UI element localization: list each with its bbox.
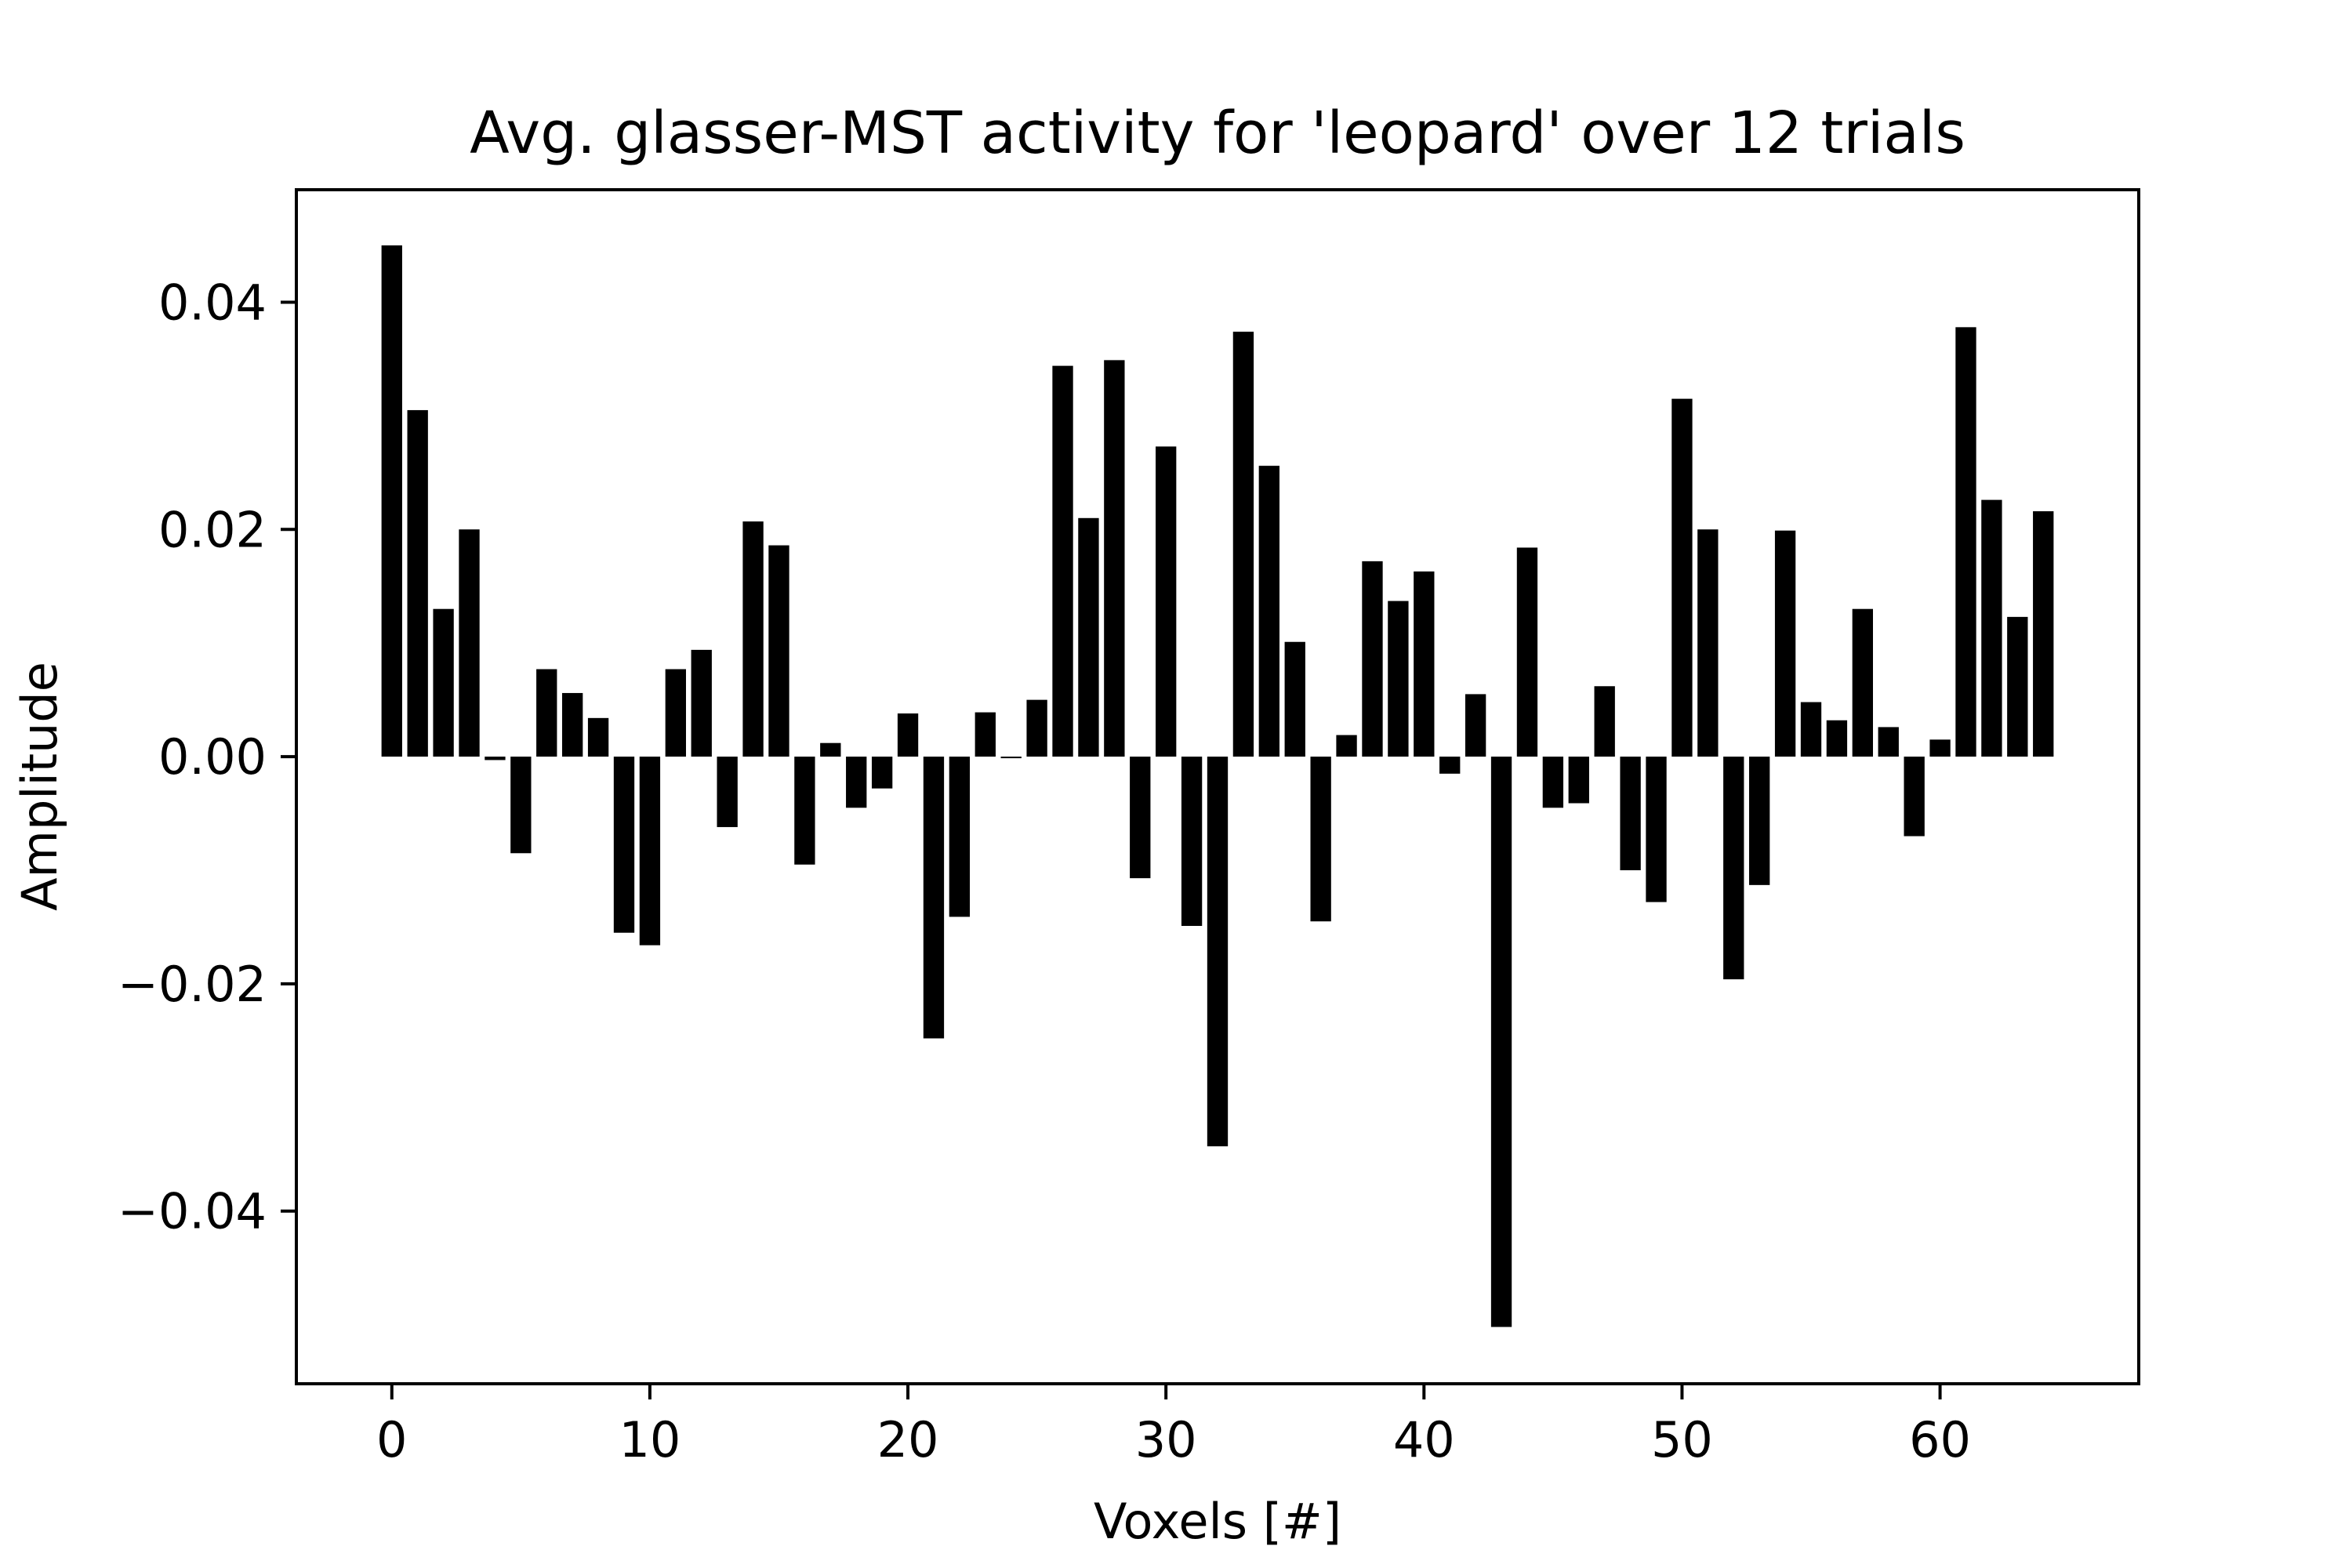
bar-voxel-46 bbox=[1568, 757, 1589, 804]
bar-voxel-52 bbox=[1723, 757, 1744, 980]
bar-voxel-45 bbox=[1542, 757, 1564, 808]
y-tick-label: 0.00 bbox=[158, 728, 267, 786]
x-axis-ticks: 0 10 20 30 40 50 60 bbox=[376, 1384, 1971, 1468]
bar-voxel-44 bbox=[1516, 547, 1538, 757]
bar-voxel-33 bbox=[1232, 332, 1254, 757]
bar-voxel-57 bbox=[1852, 608, 1873, 757]
bar-voxel-34 bbox=[1258, 466, 1279, 757]
bar-voxel-15 bbox=[768, 545, 789, 757]
bar-voxel-17 bbox=[820, 742, 841, 757]
bar-voxel-51 bbox=[1697, 529, 1719, 757]
bar-voxel-11 bbox=[665, 669, 686, 757]
bar-voxel-13 bbox=[717, 757, 738, 827]
bar-voxel-28 bbox=[1104, 360, 1125, 757]
bar-voxel-10 bbox=[639, 757, 661, 946]
bar-voxel-5 bbox=[510, 757, 532, 854]
bar-voxel-6 bbox=[536, 669, 557, 757]
bar-voxel-38 bbox=[1362, 561, 1383, 757]
bar-voxel-27 bbox=[1078, 517, 1099, 757]
bars-group bbox=[381, 245, 2054, 1327]
bar-voxel-37 bbox=[1336, 735, 1357, 757]
bar-voxel-35 bbox=[1284, 641, 1305, 757]
x-tick-label: 20 bbox=[877, 1411, 939, 1468]
bar-voxel-56 bbox=[1826, 720, 1848, 757]
bar-voxel-18 bbox=[846, 757, 867, 808]
x-axis-label: Voxels [#] bbox=[1094, 1493, 1341, 1550]
y-axis-ticks: −0.04 −0.02 0.00 0.02 0.04 bbox=[118, 274, 296, 1240]
x-tick-label: 0 bbox=[376, 1411, 407, 1468]
bar-voxel-36 bbox=[1310, 757, 1331, 922]
bar-voxel-63 bbox=[2007, 616, 2028, 757]
bar-voxel-3 bbox=[459, 529, 480, 757]
bar-voxel-55 bbox=[1800, 702, 1822, 757]
bar-voxel-39 bbox=[1388, 601, 1409, 757]
bar-voxel-40 bbox=[1414, 571, 1435, 757]
bar-voxel-2 bbox=[433, 608, 454, 757]
bar-voxel-24 bbox=[1000, 757, 1022, 759]
y-axis-label: Amplitude bbox=[11, 662, 68, 911]
bar-voxel-23 bbox=[975, 712, 996, 757]
bar-voxel-0 bbox=[381, 245, 402, 757]
bar-voxel-22 bbox=[949, 757, 971, 917]
bar-voxel-42 bbox=[1465, 694, 1486, 757]
bar-voxel-64 bbox=[2033, 511, 2054, 757]
bar-voxel-9 bbox=[613, 757, 635, 933]
bar-voxel-54 bbox=[1774, 530, 1796, 757]
y-tick-label: −0.04 bbox=[118, 1183, 267, 1240]
chart-title: Avg. glasser-MST activity for 'leopard' … bbox=[470, 100, 1965, 167]
bar-voxel-8 bbox=[587, 717, 609, 757]
x-tick-label: 30 bbox=[1135, 1411, 1197, 1468]
bar-voxel-26 bbox=[1052, 365, 1073, 757]
x-tick-label: 40 bbox=[1393, 1411, 1455, 1468]
bar-voxel-62 bbox=[1981, 499, 2002, 757]
plot-frame bbox=[295, 188, 2140, 1385]
bar-voxel-41 bbox=[1439, 757, 1461, 774]
bar-voxel-48 bbox=[1620, 757, 1641, 871]
bar-voxel-50 bbox=[1671, 398, 1693, 757]
bar-voxel-60 bbox=[1929, 739, 1951, 757]
bar-voxel-12 bbox=[691, 649, 712, 757]
bar-voxel-61 bbox=[1955, 327, 1976, 757]
x-tick-label: 50 bbox=[1651, 1411, 1713, 1468]
y-tick-label: 0.04 bbox=[158, 274, 267, 331]
y-tick-label: 0.02 bbox=[158, 501, 267, 558]
bar-voxel-53 bbox=[1749, 757, 1770, 885]
bar-voxel-20 bbox=[897, 713, 919, 757]
bar-voxel-25 bbox=[1026, 699, 1047, 757]
bar-voxel-29 bbox=[1130, 757, 1151, 879]
bar-voxel-14 bbox=[742, 521, 764, 757]
x-tick-label: 10 bbox=[619, 1411, 681, 1468]
y-tick-label: −0.02 bbox=[118, 956, 267, 1013]
bar-voxel-4 bbox=[485, 757, 506, 760]
bar-voxel-7 bbox=[562, 692, 583, 757]
bar-voxel-19 bbox=[871, 757, 893, 789]
bar-voxel-32 bbox=[1207, 757, 1229, 1147]
bar-voxel-21 bbox=[923, 757, 945, 1039]
bar-voxel-30 bbox=[1156, 446, 1177, 757]
bar-voxel-1 bbox=[407, 410, 428, 757]
bar-voxel-47 bbox=[1594, 686, 1615, 757]
x-tick-label: 60 bbox=[1909, 1411, 1971, 1468]
bar-voxel-49 bbox=[1646, 757, 1667, 902]
bar-voxel-58 bbox=[1878, 727, 1899, 757]
bar-voxel-31 bbox=[1181, 757, 1203, 927]
bar-voxel-59 bbox=[1904, 757, 1925, 837]
bar-voxel-16 bbox=[794, 757, 815, 865]
bar-voxel-43 bbox=[1490, 757, 1512, 1327]
